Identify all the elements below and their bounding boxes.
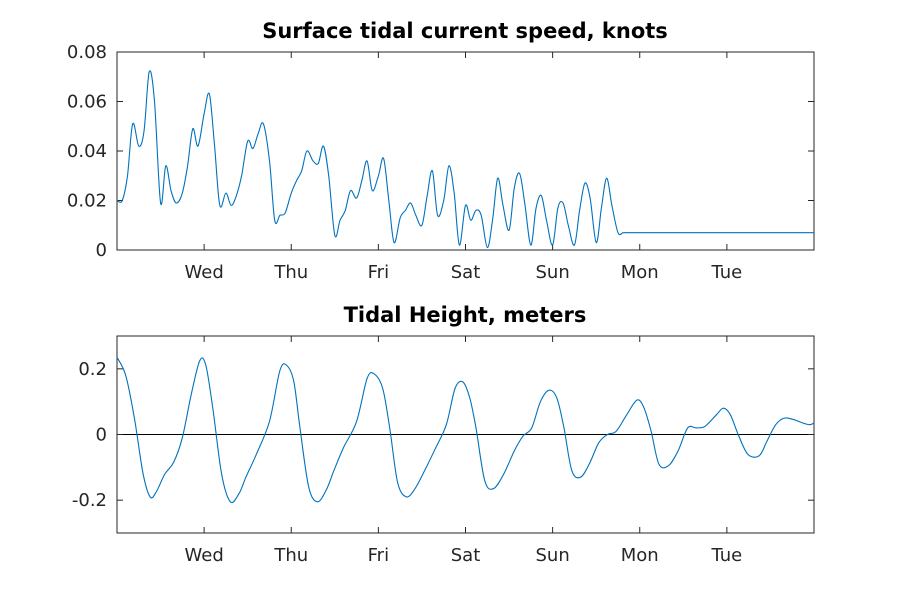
- current-speed-x-tick-label: Sat: [451, 262, 481, 283]
- current-speed-y-ticks: 0 0.02 0.04 0.06 0.08: [67, 42, 814, 261]
- tidal-height-series-line: [116, 357, 815, 504]
- tidal-height-x-tick-label: Sat: [451, 545, 481, 566]
- current-speed-title: Surface tidal current speed, knots: [262, 19, 668, 43]
- tidal-height-x-tick-label: Sun: [536, 545, 570, 566]
- current-speed-x-tick-label: Mon: [621, 262, 659, 283]
- current-speed-y-tick-label: 0.02: [67, 191, 107, 212]
- current-speed-x-tick-label: Tue: [711, 262, 743, 283]
- current-speed-axes-box: [116, 51, 815, 251]
- tidal-height-panel: Tidal Height, meters -0.2 0 0.2 Wed Thu Fri S…: [72, 303, 815, 566]
- tidal-height-x-tick-label: Tue: [711, 545, 743, 566]
- tidal-height-y-tick-label: -0.2: [72, 490, 107, 511]
- tidal-height-x-tick-label: Fri: [368, 545, 389, 566]
- current-speed-x-ticks: Wed Thu Fri Sat Sun Mon Tue: [185, 52, 743, 283]
- tidal-height-title: Tidal Height, meters: [344, 303, 587, 327]
- current-speed-y-tick-label: 0: [96, 240, 107, 261]
- current-speed-x-tick-label: Thu: [273, 262, 308, 283]
- tidal-height-x-ticks: Wed Thu Fri Sat Sun Mon Tue: [185, 336, 743, 566]
- current-speed-y-tick-label: 0.08: [67, 42, 107, 63]
- current-speed-series-line: [116, 70, 814, 249]
- tidal-height-x-tick-label: Mon: [621, 545, 659, 566]
- tidal-height-y-tick-label: 0: [96, 425, 107, 446]
- current-speed-y-tick-label: 0.06: [67, 92, 107, 113]
- tidal-height-x-tick-label: Wed: [185, 545, 224, 566]
- current-speed-y-tick-label: 0.04: [67, 141, 107, 162]
- current-speed-x-tick-label: Fri: [368, 262, 389, 283]
- tidal-height-y-ticks: -0.2 0 0.2: [72, 359, 814, 511]
- current-speed-panel: Surface tidal current speed, knots 0 0.02…: [67, 19, 815, 283]
- current-speed-x-tick-label: Sun: [536, 262, 570, 283]
- tidal-height-y-tick-label: 0.2: [78, 359, 107, 380]
- tidal-height-x-tick-label: Thu: [273, 545, 308, 566]
- current-speed-x-tick-label: Wed: [185, 262, 224, 283]
